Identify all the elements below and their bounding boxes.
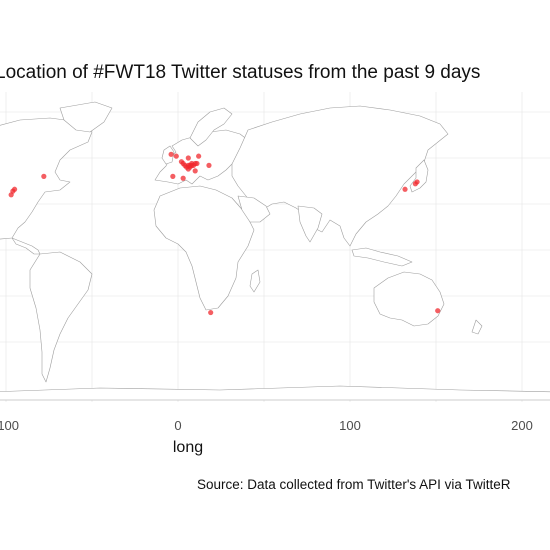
data-point	[170, 173, 176, 179]
land-uk	[161, 145, 175, 165]
data-point	[41, 173, 47, 179]
world-map	[0, 101, 550, 401]
land-new-zealand	[471, 319, 483, 335]
x-tick-label: -100	[0, 418, 19, 433]
data-point	[12, 186, 18, 192]
data-point	[192, 168, 198, 174]
x-tick-label: 200	[511, 418, 533, 433]
x-axis-ticks: -100 0 100 200	[0, 418, 533, 433]
land-indonesia	[351, 247, 413, 267]
x-axis-label: long	[173, 439, 203, 456]
data-point	[168, 151, 174, 157]
land-greenland	[59, 101, 113, 133]
data-point	[414, 179, 420, 185]
data-point	[185, 155, 191, 161]
land-south-america	[29, 251, 93, 383]
land-asia	[231, 105, 449, 247]
land-antarctica	[0, 385, 550, 401]
land-central-america	[11, 237, 41, 255]
land-arabia	[237, 195, 271, 223]
data-point	[180, 175, 186, 181]
land-india	[297, 205, 323, 243]
land-australia	[373, 271, 445, 327]
data-point	[435, 308, 441, 314]
data-points	[8, 151, 441, 316]
data-point	[206, 162, 212, 168]
x-tick-label: 100	[339, 418, 361, 433]
chart-title: Location of #FWT18 Twitter statuses from…	[0, 62, 480, 83]
data-point	[173, 153, 179, 159]
data-point	[194, 160, 200, 167]
land-africa	[153, 185, 255, 311]
x-tick-label: 0	[174, 418, 181, 433]
chart-caption: Source: Data collected from Twitter's AP…	[197, 477, 511, 492]
data-point	[402, 186, 408, 192]
land-scandinavia	[189, 107, 233, 147]
land-madagascar	[249, 269, 261, 293]
data-point	[208, 309, 214, 316]
data-point	[196, 153, 202, 159]
land-north-america	[0, 117, 93, 240]
